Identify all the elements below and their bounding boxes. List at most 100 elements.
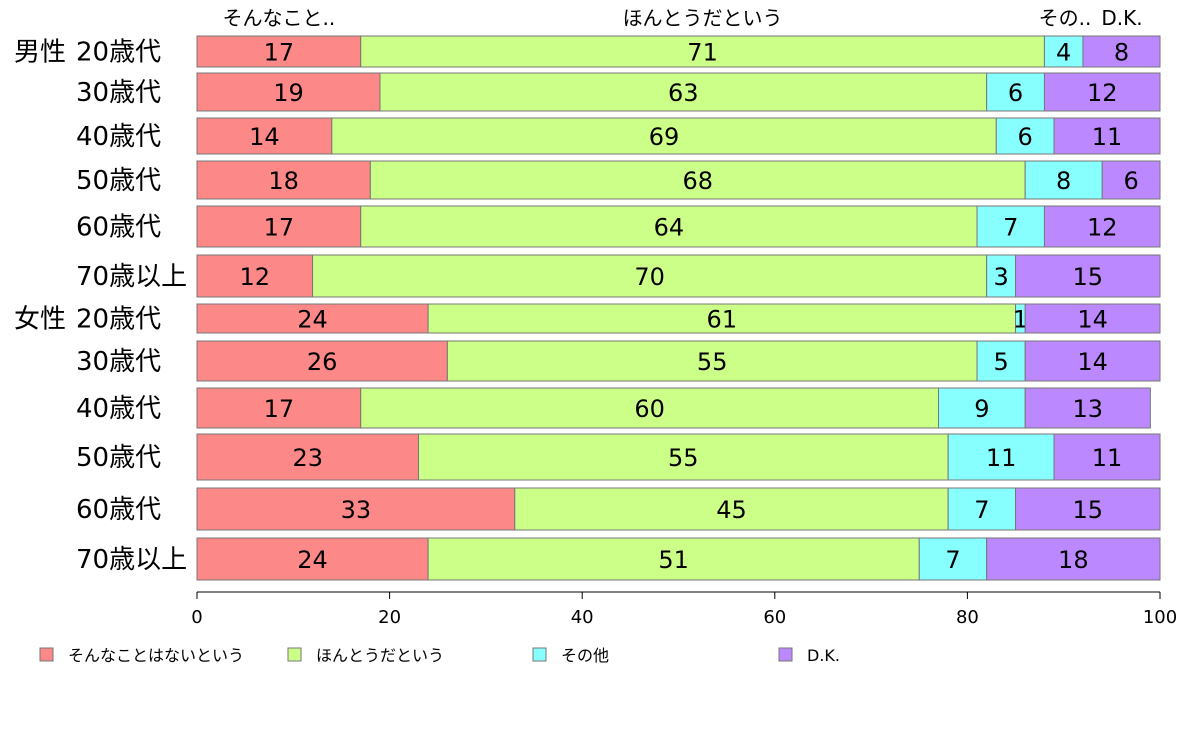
row-label: 20歳代 (76, 38, 161, 68)
bar-value-label: 45 (716, 496, 747, 524)
bar-value-label: 64 (654, 214, 685, 242)
bar-segment (1082, 35, 1161, 68)
bar-segment (331, 117, 997, 155)
bar-segment (196, 35, 362, 68)
bar-value-label: 60 (634, 395, 665, 423)
bar-value-label: 3 (993, 263, 1008, 291)
bar-value-label: 17 (264, 214, 295, 242)
x-axis: 0 20 40 60 80 100 (191, 591, 1177, 628)
bar-segment (1053, 433, 1161, 481)
bar-value-label: 15 (1073, 263, 1104, 291)
bar-value-label: 51 (658, 546, 689, 574)
bar-value-label: 11 (986, 444, 1017, 472)
bar-segment (196, 303, 429, 334)
bar-value-label: 9 (974, 395, 989, 423)
bar-segment (1015, 254, 1161, 298)
bar-value-label: 12 (240, 263, 271, 291)
bar-value-label: 5 (993, 348, 1008, 376)
bar-value-label: 6 (1123, 167, 1138, 195)
bar-value-label: 12 (1087, 79, 1118, 107)
bar-value-label: 12 (1087, 214, 1118, 242)
legend-label: D.K. (807, 646, 840, 665)
bar-value-label: 17 (264, 395, 295, 423)
bar-segment (947, 433, 1055, 481)
x-tick-label: 100 (1143, 607, 1177, 628)
bar-segment (196, 487, 516, 531)
bar-segment (1024, 387, 1151, 429)
bar-segment (1024, 340, 1161, 382)
bar-value-label: 8 (1114, 39, 1129, 67)
row-label: 50歳代 (76, 166, 161, 196)
row-label: 70歳以上 (76, 262, 187, 292)
row-label: 30歳代 (76, 78, 161, 108)
bar-value-label: 6 (1008, 79, 1023, 107)
bar-value-label: 18 (268, 167, 299, 195)
bar-segment (918, 537, 988, 581)
bar-value-label: 18 (1058, 546, 1089, 574)
x-tick-label: 80 (956, 607, 979, 628)
bar-segment (379, 72, 988, 112)
bar-segment (1024, 303, 1161, 334)
bar-segment (986, 254, 1017, 298)
bar-value-label: 69 (649, 123, 680, 151)
bar-segment (417, 433, 949, 481)
row-label: 70歳以上 (76, 545, 187, 575)
bar-segment (196, 340, 448, 382)
bar-segment (1015, 487, 1161, 531)
x-tick-label: 60 (763, 607, 786, 628)
bar-value-label: 63 (668, 79, 699, 107)
top-labels: そんなこと.. ほんとうだという その.. D.K. (222, 6, 1142, 30)
bar-segment (196, 72, 381, 112)
bar-value-label: 8 (1056, 167, 1071, 195)
legend-swatch (778, 647, 793, 662)
bar-value-label: 7 (945, 546, 960, 574)
legend-swatch (532, 647, 547, 662)
row-labels: 20歳代 30歳代 40歳代 50歳代 60歳代 70歳以上 20歳代 30歳代 40歳代 50歳… (76, 38, 187, 576)
bar-segment (1043, 205, 1161, 248)
bar-value-label: 14 (1077, 348, 1108, 376)
bar-value-label: 13 (1073, 395, 1104, 423)
top-series-label: その.. (1039, 6, 1092, 30)
bar-value-label: 1 (1013, 306, 1028, 334)
row-label: 40歳代 (76, 394, 161, 424)
x-tick-label: 0 (191, 607, 202, 628)
legend-label: その他 (561, 646, 609, 665)
bar-segment (312, 254, 988, 298)
bar-segment (196, 254, 314, 298)
bar-value-label: 24 (297, 546, 328, 574)
bar-value-label: 26 (307, 348, 338, 376)
bar-segment (360, 35, 1045, 68)
bar-value-label: 68 (682, 167, 713, 195)
legend-swatch (39, 647, 54, 662)
row-label: 40歳代 (76, 122, 161, 152)
bar-segment (976, 205, 1045, 248)
bar-value-label: 7 (974, 496, 989, 524)
bar-value-label: 70 (634, 263, 665, 291)
group-label: 男性 (14, 38, 66, 68)
bar-segment (446, 340, 978, 382)
bar-value-label: 6 (1018, 123, 1033, 151)
legend-label: そんなことはないという (68, 646, 244, 665)
bar-value-label: 14 (249, 123, 280, 151)
bar-value-label: 61 (707, 306, 738, 334)
row-label: 20歳代 (76, 305, 161, 335)
bar-segment (196, 205, 362, 248)
row-label: 60歳代 (76, 213, 161, 243)
bar-value-label: 14 (1077, 306, 1108, 334)
bar-value-label: 24 (297, 306, 328, 334)
bar-segment (986, 537, 1161, 581)
row-label: 60歳代 (76, 495, 161, 525)
bar-segment (1043, 72, 1161, 112)
bar-segment (938, 387, 1026, 429)
row-label: 30歳代 (76, 347, 161, 377)
bar-value-label: 4 (1056, 39, 1071, 67)
bar-value-label: 23 (292, 444, 323, 472)
bar-segment (196, 537, 429, 581)
bar-segment (196, 160, 371, 200)
bar-segment (369, 160, 1026, 200)
bar-value-label: 19 (273, 79, 304, 107)
bar-value-label: 11 (1092, 123, 1123, 151)
